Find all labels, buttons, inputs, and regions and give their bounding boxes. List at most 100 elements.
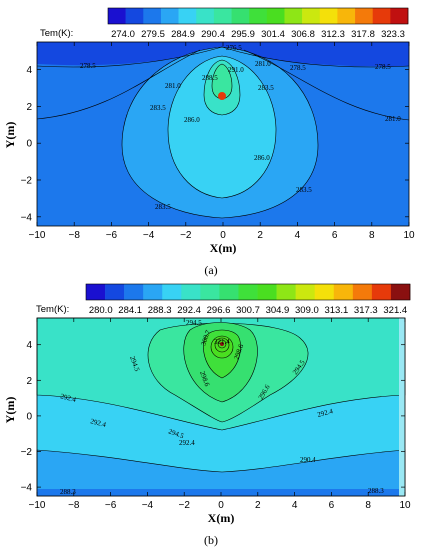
x-tick-label: 0 xyxy=(220,230,226,241)
y-tick-label: −4 xyxy=(21,212,33,223)
contour-label: 288.5 xyxy=(202,74,218,82)
colorbar-swatch xyxy=(371,284,392,300)
x-tick-label: −4 xyxy=(143,230,155,241)
axes-a: −10 −8 −6 −4 −2 0 2 4 6 8 10 −4 −2 0 2 4 xyxy=(21,42,415,241)
y-tick-label: 4 xyxy=(26,65,32,76)
x-tick-label: −6 xyxy=(106,230,118,241)
colorbar-swatch xyxy=(257,284,277,300)
contour-label: 281.0 xyxy=(255,60,271,68)
colorbar-a-title: Tem(K): xyxy=(40,28,73,39)
colorbar-swatch xyxy=(108,8,126,24)
colorbar-b-title: Tem(K): xyxy=(36,304,69,315)
colorbar-swatch xyxy=(219,284,239,300)
colorbar-swatch xyxy=(143,284,163,300)
colorbar-a-ticks: 274.0 279.5 284.9 290.4 295.9 301.4 306.8 312.3… xyxy=(111,29,405,40)
contour-label: 283.5 xyxy=(155,203,171,211)
contour-label: 321.4 xyxy=(214,338,230,346)
x-tick-label: 6 xyxy=(332,230,338,241)
colorbar-swatch xyxy=(213,8,232,24)
contour-label: 283.5 xyxy=(258,84,274,92)
y-tick-label: 0 xyxy=(26,411,32,422)
colorbar-swatch xyxy=(105,284,125,300)
colorbar-swatch xyxy=(238,284,258,300)
contour-label: 294.5 xyxy=(186,319,202,327)
x-tick-label: −4 xyxy=(142,500,154,511)
colorbar-tick-label: 306.8 xyxy=(291,29,315,40)
x-tick-label: −8 xyxy=(68,230,80,241)
colorbar-swatch xyxy=(178,8,197,24)
x-tick-label: −2 xyxy=(178,500,190,511)
x-tick-label: −10 xyxy=(29,500,46,511)
contour-label: 281.0 xyxy=(165,82,181,90)
contour-278-a xyxy=(36,46,410,68)
colorbar-tick-label: 321.4 xyxy=(383,305,407,316)
colorbar-swatch xyxy=(86,284,106,300)
contour-label: 290.4 xyxy=(300,456,316,464)
colorbar-swatch xyxy=(196,8,215,24)
colorbar-tick-label: 304.9 xyxy=(266,305,290,316)
y-tick-label: −2 xyxy=(21,447,33,458)
x-tick-label: 8 xyxy=(365,500,371,511)
colorbar-tick-label: 300.7 xyxy=(236,305,260,316)
colorbar-swatch xyxy=(314,284,335,300)
colorbar-swatch xyxy=(390,284,411,300)
contour-label: 292.4 xyxy=(89,417,107,429)
colorbar-a xyxy=(107,7,409,25)
colorbar-swatch xyxy=(355,8,374,24)
colorbar-tick-label: 295.9 xyxy=(231,29,255,40)
colorbar-frame xyxy=(85,283,411,301)
x-tick-label: −8 xyxy=(68,500,80,511)
heat-source-b xyxy=(220,342,224,346)
contour-label: 281.0 xyxy=(385,115,401,123)
contour-label: 278.5 xyxy=(80,62,96,70)
colorbar-swatch xyxy=(352,284,373,300)
axes-b: −10 −8 −6 −4 −2 0 2 4 6 8 10 −4 −2 0 2 4 xyxy=(21,318,411,511)
contour-label: 292.4 xyxy=(59,392,77,404)
field-290-b xyxy=(36,449,406,497)
colorbar-tick-label: 312.3 xyxy=(321,29,345,40)
colorbar-swatch xyxy=(276,284,296,300)
x-tick-label: −10 xyxy=(29,230,46,241)
colorbar-swatch xyxy=(200,284,220,300)
contour-281-a xyxy=(36,49,410,121)
y-tick-label: −4 xyxy=(21,483,33,494)
colorbar-swatch xyxy=(333,284,354,300)
x-axis-label-b: X(m) xyxy=(208,511,235,525)
colorbar-tick-label: 288.3 xyxy=(148,305,172,316)
y-tick-label: 2 xyxy=(26,376,32,387)
colorbar-tick-label: 313.1 xyxy=(324,305,348,316)
contour-inner-b xyxy=(214,337,230,353)
x-tick-label: 4 xyxy=(295,230,301,241)
contour-label: 291.0 xyxy=(228,66,244,74)
colorbar-frame xyxy=(107,7,409,25)
colorbar-swatch xyxy=(160,8,179,24)
plot-area-a: 278.5 278.5 278.5 276.5 281.0 281.0 281.… xyxy=(36,41,410,227)
colorbar-swatch xyxy=(284,8,303,24)
colorbar-tick-label: 284.1 xyxy=(118,305,142,316)
x-tick-label: 10 xyxy=(403,230,415,241)
colorbar-tick-label: 317.8 xyxy=(351,29,375,40)
x-tick-label: 4 xyxy=(292,500,298,511)
edge-strip-b xyxy=(399,318,405,496)
x-tick-label: 10 xyxy=(399,500,411,511)
colorbar-tick-label: 284.9 xyxy=(171,29,195,40)
colorbar-swatch xyxy=(266,8,285,24)
contour-label: 288.3 xyxy=(60,488,76,496)
colorbar-swatch xyxy=(302,8,321,24)
y-axis-label-b: Y(m) xyxy=(3,397,17,424)
contour-label: 278.5 xyxy=(375,63,391,71)
heat-source-a xyxy=(218,92,226,100)
contour-label: 288.3 xyxy=(368,487,384,495)
field-300-b xyxy=(210,335,234,359)
x-tick-label: −6 xyxy=(105,500,117,511)
contour-label: 286.0 xyxy=(254,154,270,162)
x-tick-label: 2 xyxy=(257,230,263,241)
colorbar-swatch xyxy=(125,8,144,24)
colorbar-tick-label: 301.4 xyxy=(261,29,285,40)
colorbar-swatch xyxy=(124,284,144,300)
colorbar-tick-label: 323.3 xyxy=(381,29,405,40)
colorbar-swatch xyxy=(162,284,182,300)
contour-label: 292.4 xyxy=(179,439,195,447)
colorbar-swatch xyxy=(143,8,162,24)
